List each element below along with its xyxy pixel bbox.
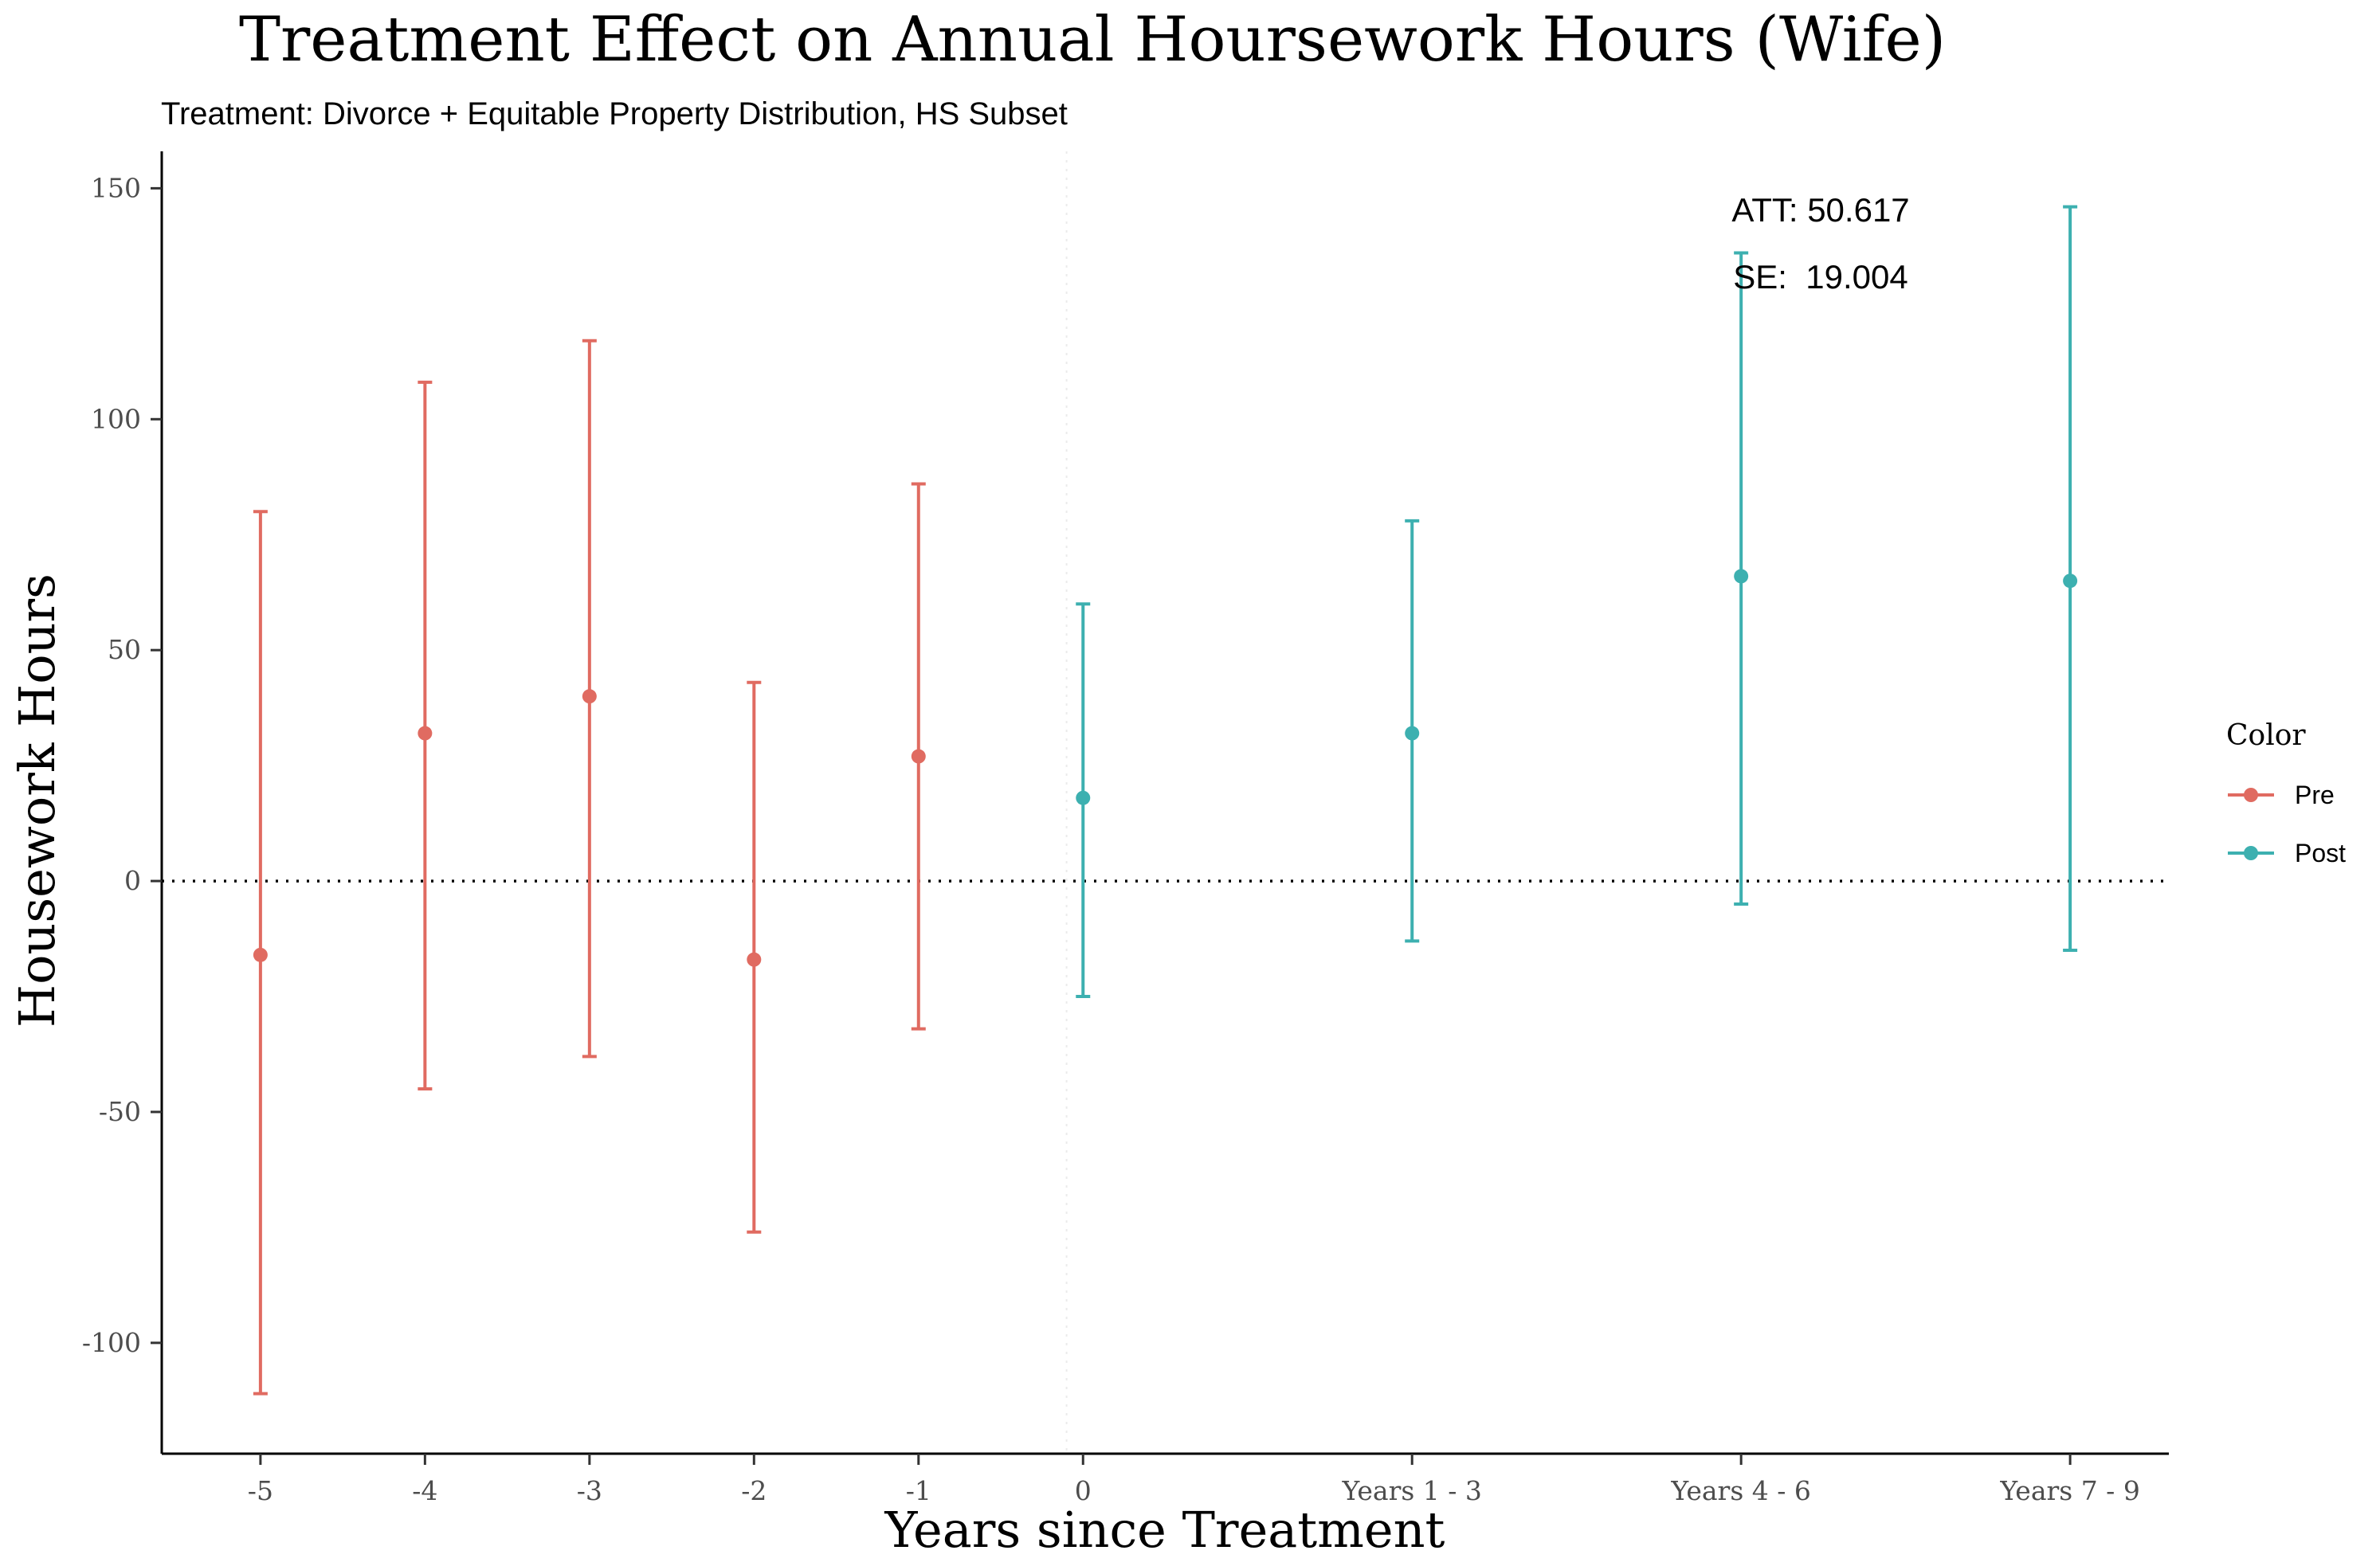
legend-label-post: Post — [2295, 839, 2346, 867]
x-axis-title: Years since Treatment — [884, 1501, 1445, 1559]
point-post — [1734, 569, 1749, 584]
se-annotation: SE: 19.004 — [1733, 258, 1908, 296]
point-post — [1076, 790, 1091, 805]
y-axis-title: Housework Hours — [8, 574, 66, 1028]
point-pre — [911, 749, 926, 764]
legend-point-post — [2244, 846, 2258, 860]
y-tick-label: 0 — [124, 865, 141, 896]
point-pre — [582, 689, 597, 704]
plot-area: -100 -50 0 50 100 150 -5 -4 -3 -2 -1 0 Years 1 - 3 Ye… — [82, 151, 2169, 1506]
point-post — [1405, 726, 1420, 741]
x-tick-label: -3 — [577, 1475, 602, 1506]
y-tick-label: 50 — [108, 634, 141, 665]
point-post — [2063, 574, 2078, 589]
chart-subtitle: Treatment: Divorce + Equitable Property … — [161, 96, 1068, 131]
y-tick-label: -50 — [99, 1096, 141, 1127]
legend-title: Color — [2226, 719, 2306, 752]
x-tick-label: -1 — [906, 1475, 931, 1506]
legend-point-pre — [2244, 788, 2258, 802]
y-tick-label: -100 — [82, 1327, 141, 1358]
x-tick-label: -4 — [412, 1475, 437, 1506]
x-tick-label: Years 1 - 3 — [1341, 1475, 1481, 1506]
legend-entries: Pre Post — [2228, 781, 2346, 867]
x-tick-label: -2 — [741, 1475, 767, 1506]
y-tick-label: 100 — [91, 403, 141, 434]
x-tick-label: -5 — [248, 1475, 273, 1506]
x-tick-label: Years 4 - 6 — [1670, 1475, 1810, 1506]
legend-label-pre: Pre — [2295, 781, 2335, 809]
point-pre — [747, 952, 762, 967]
point-pre — [418, 726, 433, 741]
x-tick-label: 0 — [1075, 1475, 1092, 1506]
x-tick-label: Years 7 - 9 — [1999, 1475, 2139, 1506]
point-pre — [253, 947, 268, 962]
chart-title: Treatment Effect on Annual Hoursework Ho… — [239, 4, 1946, 76]
y-tick-label: 150 — [91, 172, 141, 203]
legend: Color Pre Post — [2226, 719, 2346, 867]
att-annotation: ATT: 50.617 — [1731, 191, 1909, 229]
